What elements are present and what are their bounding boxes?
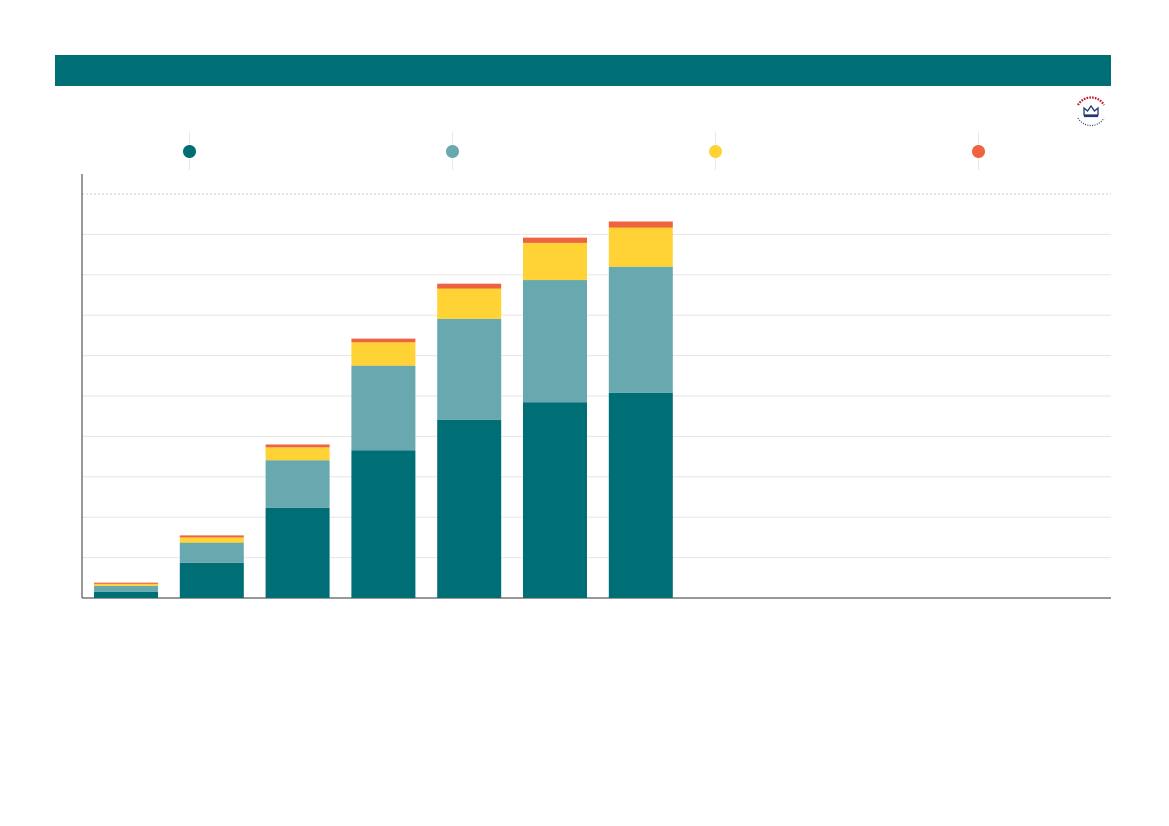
bar-segment-1 [437, 419, 502, 598]
bar-segment-2 [94, 585, 158, 592]
bar-segment-4 [94, 582, 158, 584]
bar-segment-1 [351, 450, 416, 598]
legend-item-4 [972, 132, 985, 170]
bar-segment-2 [608, 266, 673, 393]
legend-swatch [709, 145, 722, 158]
crown-seal-icon [1077, 96, 1105, 127]
bar-segment-3 [179, 537, 244, 543]
bar-segment-4 [179, 535, 244, 538]
bar-segment-4 [265, 444, 330, 448]
bar-segment-1 [94, 591, 158, 598]
bar-segment-2 [265, 460, 330, 508]
bar-segment-3 [523, 242, 587, 281]
legend-item-1 [183, 132, 196, 170]
legend-swatch [446, 145, 459, 158]
bar-segment-1 [608, 392, 673, 598]
bar-segment-1 [523, 402, 587, 598]
bar-segment-2 [179, 542, 244, 563]
legend-swatch [183, 145, 196, 158]
legend-swatch [972, 145, 985, 158]
bar-segment-1 [179, 562, 244, 598]
bar-segment-4 [608, 221, 673, 228]
bar-segment-3 [437, 288, 502, 319]
bar-segment-3 [265, 447, 330, 461]
bar-segment-2 [523, 280, 587, 403]
bar-segment-2 [351, 365, 416, 451]
bar-segment-4 [351, 338, 416, 343]
header-bar [55, 55, 1111, 86]
legend-item-2 [446, 132, 459, 170]
bar-segment-3 [94, 583, 158, 586]
bar-segment-3 [608, 227, 673, 267]
bar-segment-2 [437, 318, 502, 420]
bar-segment-3 [351, 342, 416, 366]
bar-segment-4 [437, 283, 502, 289]
bar-segment-4 [523, 237, 587, 243]
bar-segment-1 [265, 507, 330, 598]
legend-item-3 [709, 132, 722, 170]
